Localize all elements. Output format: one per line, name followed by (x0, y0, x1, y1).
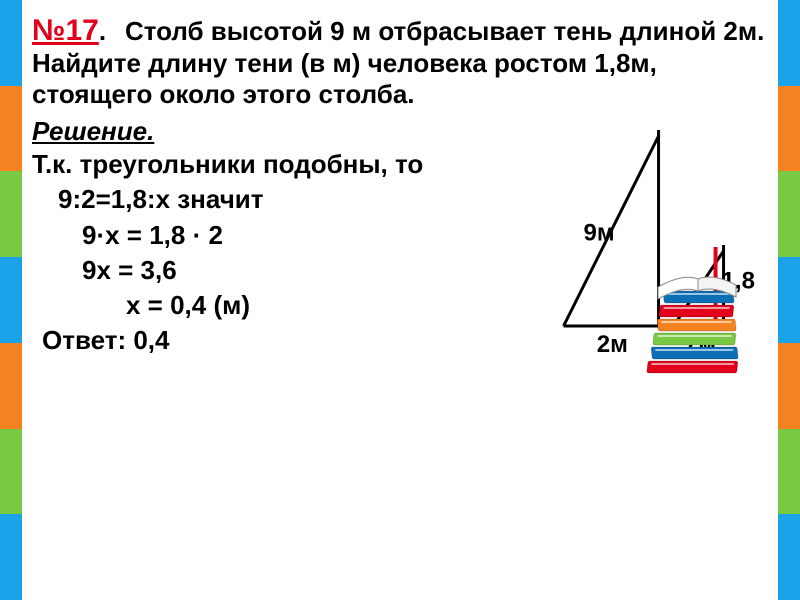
solution-answer: Ответ: 0,4 (32, 323, 459, 358)
problem-block: №17. Столб высотой 9 м отбрасывает тень … (32, 14, 768, 110)
problem-dot: . (99, 16, 106, 46)
solution-line-3: 9·х = 1,8 · 2 (32, 218, 459, 253)
svg-text:9м: 9м (583, 220, 614, 247)
svg-text:2м: 2м (597, 331, 628, 358)
solution-line-5: х = 0,4 (м) (32, 288, 459, 323)
problem-statement: Столб высотой 9 м отбрасывает тень длино… (32, 16, 764, 109)
solution-title: Решение. (32, 116, 459, 147)
solution-line-4: 9х = 3,6 (32, 253, 459, 288)
books-icon (628, 271, 758, 381)
problem-text (111, 16, 125, 46)
solution-line-1: Т.к. треугольники подобны, то (32, 147, 459, 182)
solution-line-2: 9:2=1,8:х значит (32, 182, 292, 217)
problem-number: №17 (32, 14, 99, 47)
